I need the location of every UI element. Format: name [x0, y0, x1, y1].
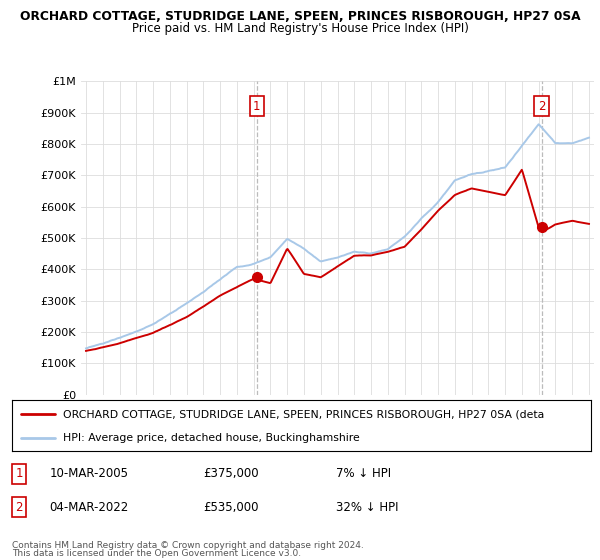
Text: £375,000: £375,000 — [203, 468, 259, 480]
Text: 1: 1 — [253, 100, 260, 113]
Text: 04-MAR-2022: 04-MAR-2022 — [50, 501, 129, 514]
Text: Price paid vs. HM Land Registry's House Price Index (HPI): Price paid vs. HM Land Registry's House … — [131, 22, 469, 35]
Text: 1: 1 — [15, 468, 23, 480]
Text: 10-MAR-2005: 10-MAR-2005 — [50, 468, 128, 480]
Text: 2: 2 — [538, 100, 545, 113]
Text: Contains HM Land Registry data © Crown copyright and database right 2024.: Contains HM Land Registry data © Crown c… — [12, 541, 364, 550]
Text: HPI: Average price, detached house, Buckinghamshire: HPI: Average price, detached house, Buck… — [63, 433, 360, 443]
Text: £535,000: £535,000 — [203, 501, 259, 514]
Text: ORCHARD COTTAGE, STUDRIDGE LANE, SPEEN, PRINCES RISBOROUGH, HP27 0SA (deta: ORCHARD COTTAGE, STUDRIDGE LANE, SPEEN, … — [63, 409, 544, 419]
Text: 7% ↓ HPI: 7% ↓ HPI — [336, 468, 391, 480]
Text: ORCHARD COTTAGE, STUDRIDGE LANE, SPEEN, PRINCES RISBOROUGH, HP27 0SA: ORCHARD COTTAGE, STUDRIDGE LANE, SPEEN, … — [20, 10, 580, 23]
Text: 2: 2 — [15, 501, 23, 514]
Text: 32% ↓ HPI: 32% ↓ HPI — [336, 501, 399, 514]
Text: This data is licensed under the Open Government Licence v3.0.: This data is licensed under the Open Gov… — [12, 549, 301, 558]
